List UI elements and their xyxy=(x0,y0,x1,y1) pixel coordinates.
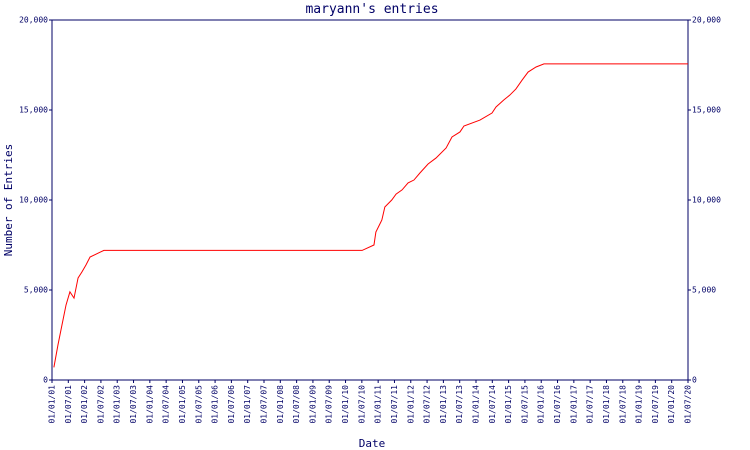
y-tick-label: 20,000 xyxy=(19,16,48,25)
x-tick-label: 01/01/15 xyxy=(504,385,513,424)
x-tick-label: 01/01/08 xyxy=(276,385,285,424)
x-tick-label: 01/07/01 xyxy=(64,385,73,424)
x-tick-label: 01/07/17 xyxy=(586,385,595,424)
y-tick-label: 0 xyxy=(43,376,48,385)
x-tick-label: 01/07/20 xyxy=(684,385,693,424)
x-tick-label: 01/07/06 xyxy=(227,385,236,424)
x-tick-label: 01/01/13 xyxy=(439,385,448,424)
x-tick-label: 01/01/16 xyxy=(537,385,546,424)
y-tick-label: 10,000 xyxy=(19,196,48,205)
x-tick-label: 01/01/07 xyxy=(243,385,252,424)
x-tick-label: 01/01/01 xyxy=(48,385,57,424)
y2-tick-label: 0 xyxy=(692,376,697,385)
x-tick-label: 01/07/19 xyxy=(651,385,660,424)
x-tick-label: 01/07/11 xyxy=(390,385,399,424)
x-tick-label: 01/01/18 xyxy=(602,385,611,424)
y2-tick-label: 5,000 xyxy=(692,286,716,295)
x-tick-label: 01/07/07 xyxy=(260,385,269,424)
y2-tick-label: 15,000 xyxy=(692,106,721,115)
x-tick-label: 01/07/05 xyxy=(194,385,203,424)
x-tick-label: 01/07/08 xyxy=(292,385,301,424)
x-tick-label: 01/01/06 xyxy=(211,385,220,424)
x-tick-label: 01/07/03 xyxy=(129,385,138,424)
x-tick-label: 01/07/18 xyxy=(618,385,627,424)
x-tick-label: 01/07/02 xyxy=(96,385,105,424)
chart-title: maryann's entries xyxy=(305,2,438,17)
x-tick-label: 01/01/02 xyxy=(80,385,89,424)
y-axis-label: Number of Entries xyxy=(2,144,15,257)
x-tick-label: 01/01/03 xyxy=(113,385,122,424)
x-tick-label: 01/07/10 xyxy=(357,385,366,424)
x-tick-label: 01/07/15 xyxy=(520,385,529,424)
data-line xyxy=(53,63,688,368)
x-tick-label: 01/01/05 xyxy=(178,385,187,424)
x-tick-label: 01/01/04 xyxy=(145,385,154,424)
x-tick-label: 01/01/14 xyxy=(472,385,481,424)
x-tick-label: 01/01/20 xyxy=(667,385,676,424)
x-tick-label: 01/01/11 xyxy=(374,385,383,424)
x-tick-label: 01/07/13 xyxy=(455,385,464,424)
x-tick-label: 01/01/19 xyxy=(635,385,644,424)
x-tick-label: 01/01/09 xyxy=(308,385,317,424)
x-tick-label: 01/01/12 xyxy=(406,385,415,424)
x-axis-label: Date xyxy=(359,437,386,450)
x-tick-label: 01/01/17 xyxy=(569,385,578,424)
y-tick-label: 15,000 xyxy=(19,106,48,115)
x-tick-label: 01/07/14 xyxy=(488,385,497,424)
x-tick-label: 01/01/10 xyxy=(341,385,350,424)
x-tick-label: 01/07/09 xyxy=(325,385,334,424)
y-tick-label: 5,000 xyxy=(24,286,48,295)
x-tick-label: 01/07/04 xyxy=(162,385,171,424)
x-tick-label: 01/07/16 xyxy=(553,385,562,424)
y2-tick-label: 10,000 xyxy=(692,196,721,205)
y2-tick-label: 20,000 xyxy=(692,16,721,25)
plot-frame xyxy=(51,19,689,381)
x-tick-label: 01/07/12 xyxy=(423,385,432,424)
